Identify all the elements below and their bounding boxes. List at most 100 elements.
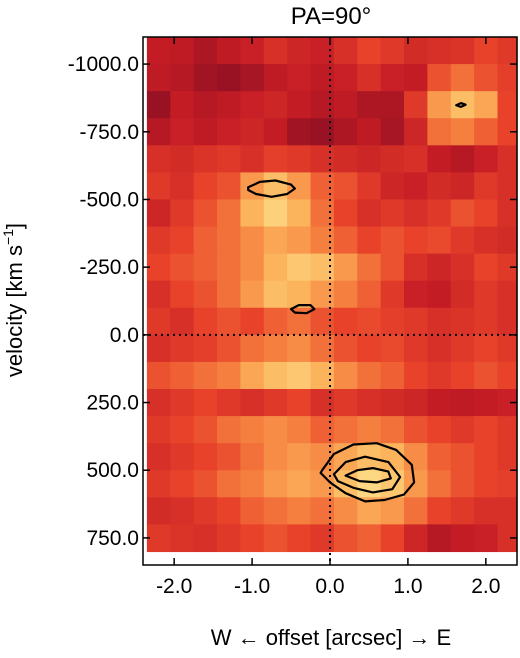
heatmap-cell: [357, 389, 382, 417]
heatmap-cell: [333, 172, 358, 201]
heatmap-cell: [404, 118, 428, 146]
heatmap-cell: [287, 253, 312, 282]
heatmap-cell: [287, 91, 312, 119]
heatmap-cell: [380, 361, 405, 390]
heatmap-cell: [170, 307, 195, 336]
heatmap-cell: [217, 470, 241, 498]
heatmap-cell: [474, 280, 499, 309]
heatmap-cells: [146, 37, 518, 553]
y-axis-ticks: -1000.0 -750.0 -500.0 -250.0 0.0 250.0 500.0 75…: [68, 53, 517, 550]
heatmap-cell: [146, 524, 171, 553]
heatmap-cell: [170, 524, 195, 553]
y-tick-label: 500.0: [86, 459, 139, 482]
heatmap-cell: [427, 91, 452, 119]
heatmap-cell: [404, 253, 428, 282]
heatmap-cell: [427, 280, 452, 309]
heatmap-cell: [240, 443, 265, 471]
heatmap-cell: [240, 145, 265, 173]
heatmap-cell: [310, 389, 335, 417]
heatmap-cell: [310, 497, 335, 525]
heatmap-cell: [450, 118, 475, 146]
heatmap-cell: [497, 145, 518, 173]
heatmap-cell: [380, 524, 405, 553]
y-tick-label: 0.0: [110, 324, 139, 347]
heatmap-cell: [380, 416, 405, 444]
heatmap-cell: [497, 443, 518, 471]
heatmap-cell: [404, 226, 428, 255]
heatmap-cell: [217, 226, 241, 255]
heatmap-cell: [497, 199, 518, 228]
heatmap-cell: [240, 416, 265, 444]
heatmap-cell: [193, 524, 218, 553]
heatmap-cell: [380, 443, 405, 471]
heatmap-cell: [217, 361, 241, 390]
heatmap-cell: [450, 524, 475, 553]
heatmap-cell: [497, 497, 518, 525]
heatmap-cell: [450, 307, 475, 336]
heatmap-cell: [287, 389, 312, 417]
heatmap-cell: [357, 280, 382, 309]
heatmap-cell: [146, 416, 171, 444]
heatmap-cell: [404, 280, 428, 309]
heatmap-cell: [404, 37, 428, 65]
heatmap-cell: [357, 470, 382, 498]
heatmap-cell: [333, 389, 358, 417]
heatmap-cell: [170, 64, 195, 92]
heatmap-cell: [474, 172, 499, 201]
heatmap-cell: [474, 64, 499, 92]
heatmap-cell: [380, 37, 405, 65]
heatmap-cell: [474, 145, 499, 173]
heatmap-cell: [333, 64, 358, 92]
heatmap-cell: [146, 470, 171, 498]
heatmap-cell: [497, 64, 518, 92]
heatmap-cell: [427, 64, 452, 92]
heatmap-cell: [497, 334, 518, 363]
heatmap-cell: [217, 253, 241, 282]
heatmap-cell: [146, 37, 171, 65]
heatmap-cell: [217, 389, 241, 417]
heatmap-cell: [146, 253, 171, 282]
heatmap-cell: [450, 497, 475, 525]
heatmap-cell: [146, 497, 171, 525]
heatmap-cell: [263, 307, 288, 336]
heatmap-cell: [427, 443, 452, 471]
heatmap-cell: [310, 64, 335, 92]
heatmap-cell: [217, 307, 241, 336]
heatmap-cell: [263, 470, 288, 498]
y-tick-label: 250.0: [86, 392, 139, 415]
heatmap-cell: [263, 497, 288, 525]
heatmap-cell: [333, 253, 358, 282]
contour-line: [247, 179, 296, 198]
heatmap-cell: [170, 145, 195, 173]
heatmap-cell: [287, 443, 312, 471]
heatmap-cell: [263, 253, 288, 282]
heatmap-cell: [193, 443, 218, 471]
heatmap-cell: [474, 37, 499, 65]
heatmap-cell: [170, 443, 195, 471]
heatmap-cell: [193, 416, 218, 444]
heatmap-cell: [474, 470, 499, 498]
heatmap-cell: [217, 91, 241, 119]
heatmap-cell: [146, 91, 171, 119]
heatmap-cell: [310, 361, 335, 390]
heatmap-cell: [193, 389, 218, 417]
contour-lines: [247, 101, 467, 503]
heatmap-cell: [357, 118, 382, 146]
heatmap-cell: [380, 334, 405, 363]
heatmap-cell: [287, 37, 312, 65]
heatmap-cell: [357, 226, 382, 255]
heatmap-cell: [240, 199, 265, 228]
x-tick-label: 0.0: [315, 575, 344, 598]
heatmap-cell: [263, 524, 288, 553]
heatmap-cell: [333, 226, 358, 255]
heatmap-cell: [404, 199, 428, 228]
contour-line: [344, 467, 392, 484]
heatmap-cell: [357, 361, 382, 390]
heatmap-cell: [240, 91, 265, 119]
heatmap-cell: [193, 145, 218, 173]
heatmap-cell: [310, 199, 335, 228]
heatmap-cell: [193, 37, 218, 65]
heatmap-cell: [497, 118, 518, 146]
heatmap-cell: [380, 199, 405, 228]
heatmap-cell: [497, 226, 518, 255]
